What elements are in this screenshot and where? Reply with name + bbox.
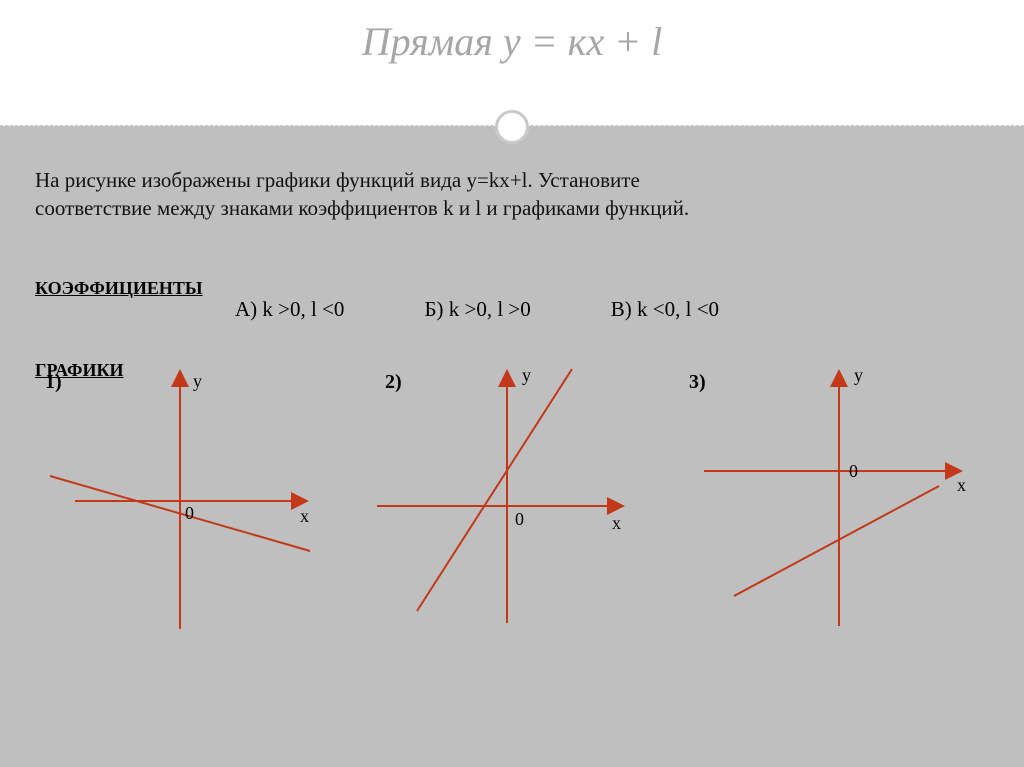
graph-2-svg (357, 361, 657, 641)
task-line-1: На рисунке изображены графики функций ви… (35, 168, 640, 192)
option-a: А) k >0, l <0 (235, 297, 344, 322)
page-title: Прямая y = кх + l (0, 18, 1024, 65)
content-area: На рисунке изображены графики функций ви… (0, 126, 1024, 767)
graph-1-x-label: х (300, 506, 309, 527)
graph-3-y-label: у (854, 365, 863, 386)
graph-3-origin: 0 (849, 461, 858, 482)
graph-3-svg (679, 361, 979, 641)
task-line-2: соответствие между знаками коэффициентов… (35, 196, 689, 220)
graph-1-svg (35, 361, 335, 641)
graph-2-origin: 0 (515, 509, 524, 530)
graph-2-y-label: у (522, 365, 531, 386)
coefficient-options: А) k >0, l <0 Б) k >0, l >0 В) k <0, l <… (235, 297, 989, 322)
task-text: На рисунке изображены графики функций ви… (35, 166, 989, 223)
option-c: В) k <0, l <0 (611, 297, 719, 322)
coefficients-label: КОЭФФИЦИЕНТЫ (35, 278, 235, 299)
graph-2-x-label: х (612, 513, 621, 534)
graph-3: 3) у х 0 (679, 371, 989, 671)
circle-decoration (495, 110, 529, 144)
graph-3-x-label: х (957, 475, 966, 496)
graphs-row: 1) у х 0 2) (35, 371, 989, 671)
option-b: Б) k >0, l >0 (424, 297, 530, 322)
graph-1: 1) у х 0 (35, 371, 345, 671)
graph-2: 2) у х 0 (357, 371, 667, 671)
title-area: Прямая y = кх + l (0, 0, 1024, 126)
graph-1-y-label: у (193, 371, 202, 392)
graph-1-origin: 0 (185, 503, 194, 524)
